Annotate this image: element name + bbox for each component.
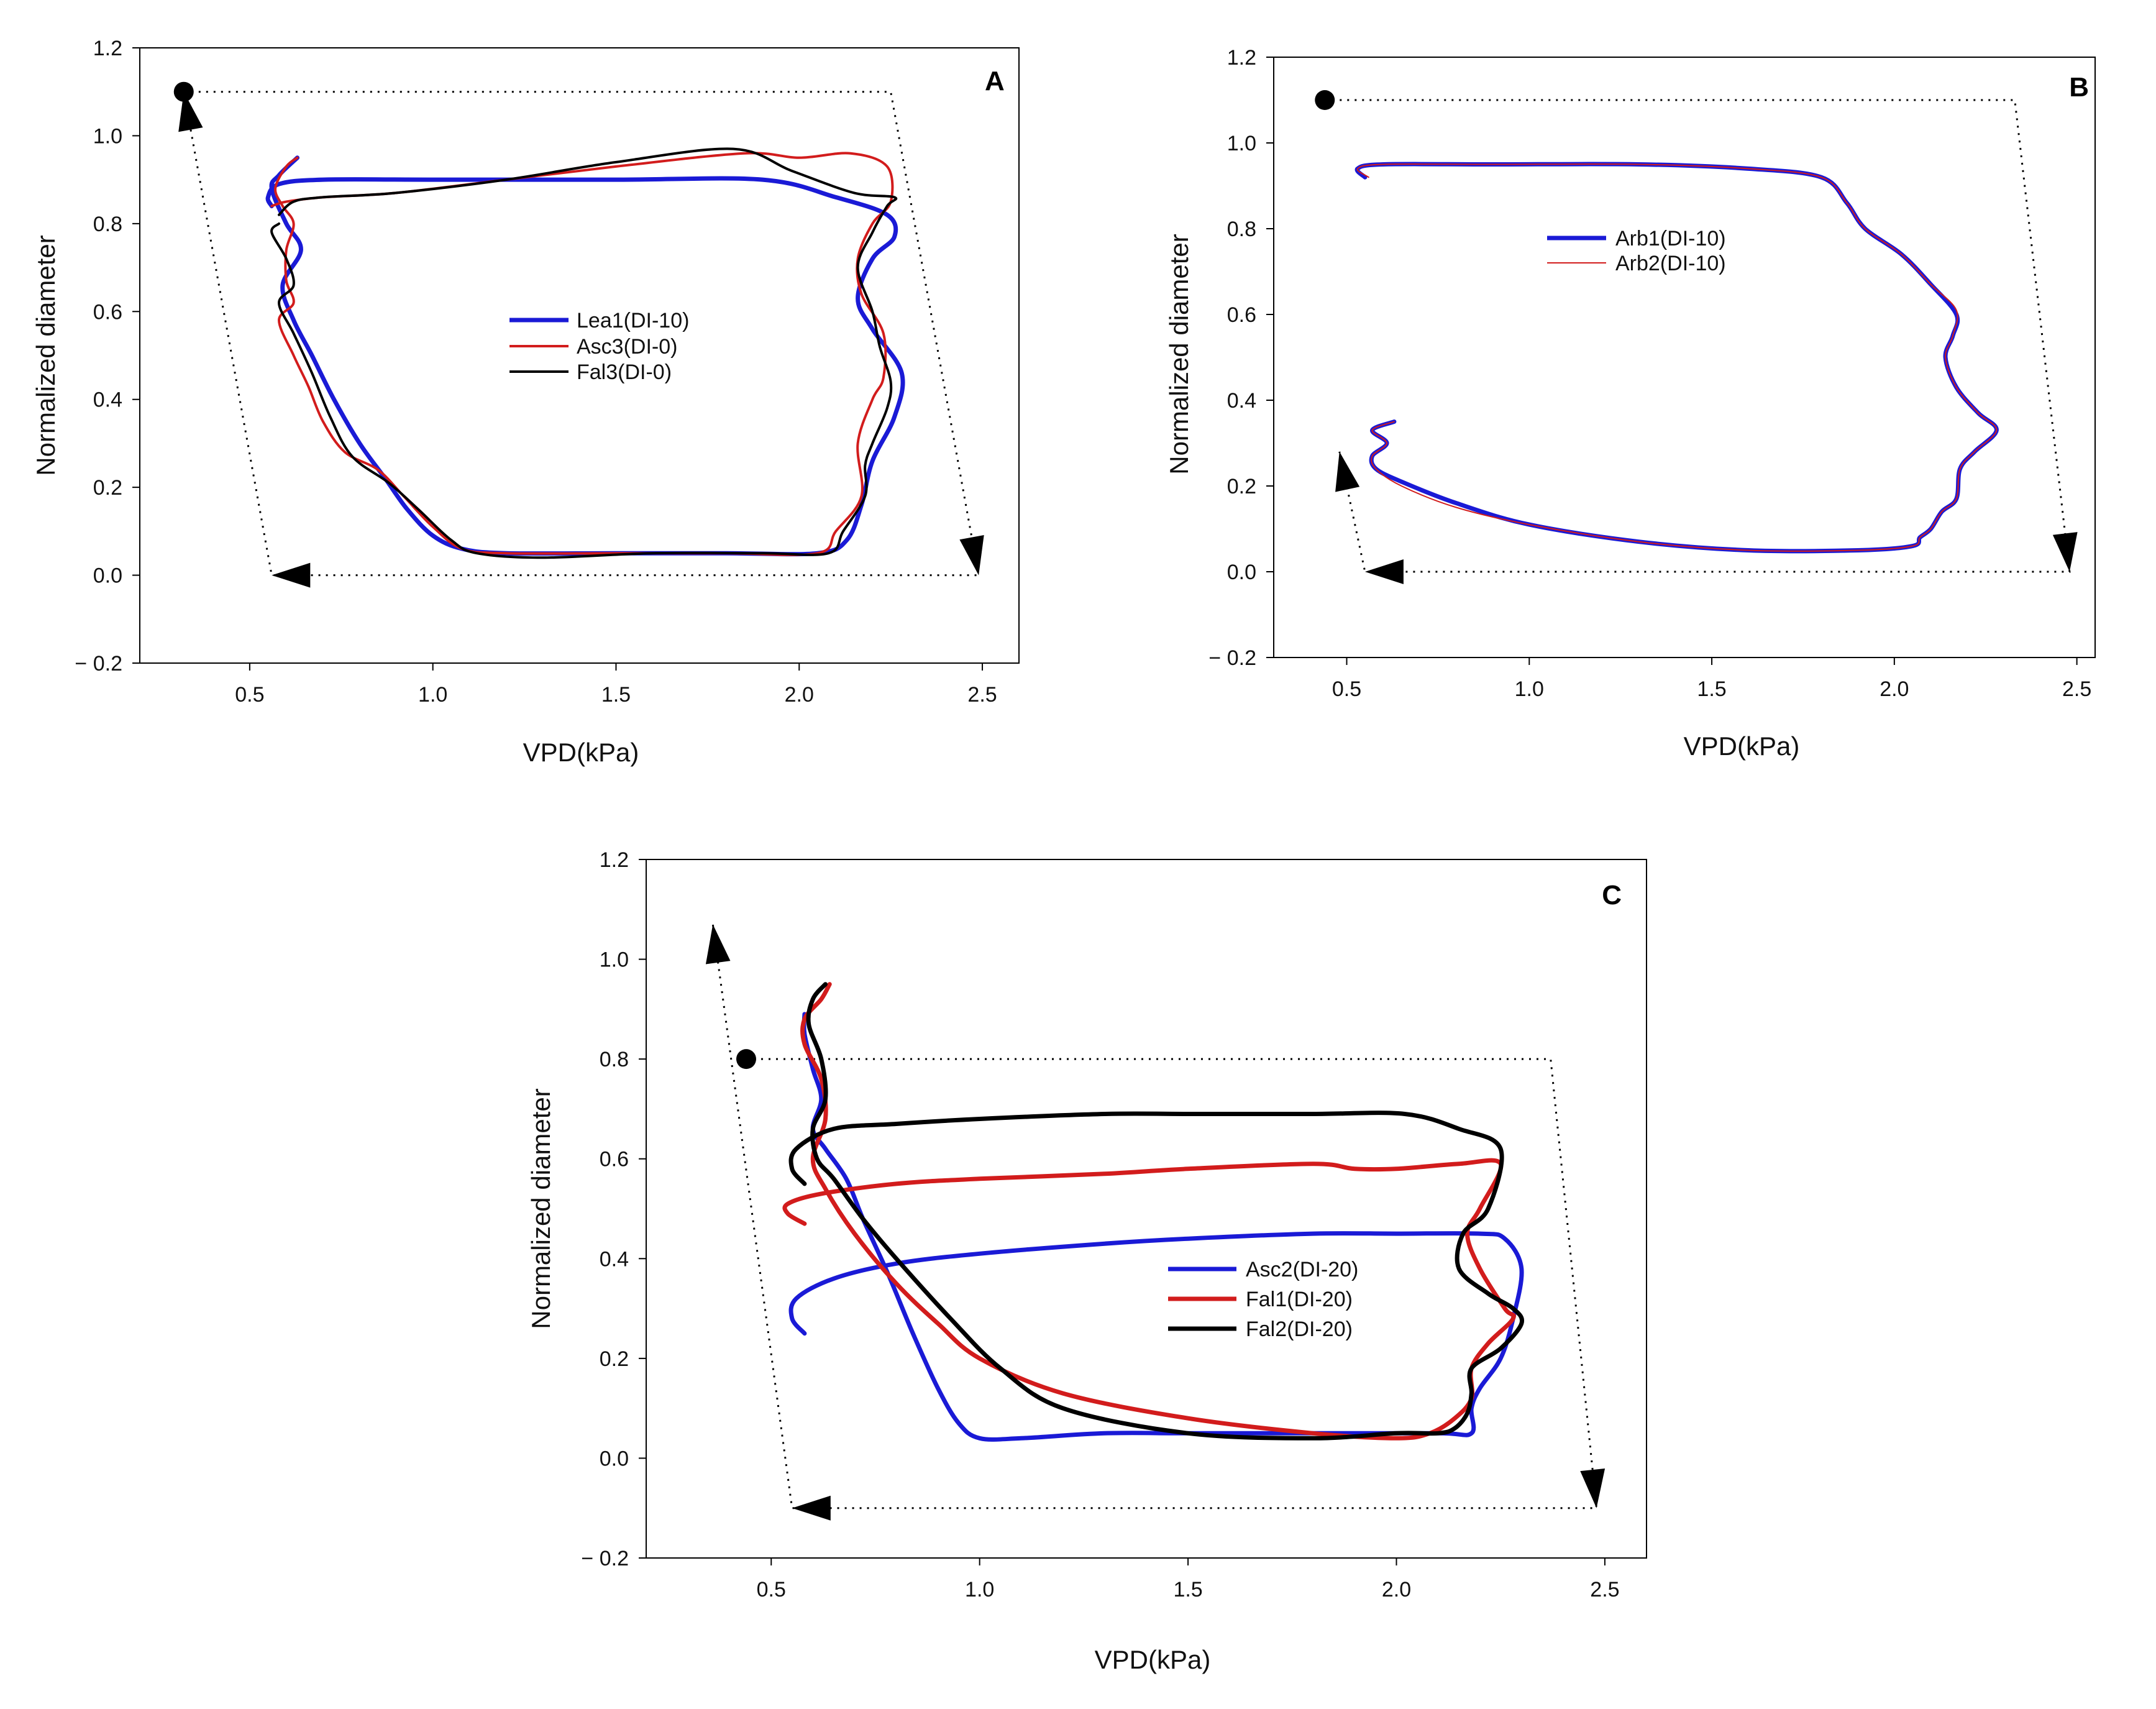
panel-b-frame [1273, 57, 2096, 658]
y-tick-label: 1.0 [600, 948, 629, 972]
x-tick-label: 0.5 [1332, 677, 1361, 701]
panel-a-x-title: VPD(kPa) [523, 738, 639, 767]
series-line-arb2-di-10 [1356, 163, 1998, 552]
panel-a-frame [139, 47, 1020, 664]
y-tick-label: 1.0 [93, 124, 122, 148]
y-tick-label: 0.4 [600, 1247, 629, 1271]
y-tick-label: − 0.2 [75, 652, 122, 676]
panel-b-y-title: Normalized diameter [1164, 234, 1194, 474]
y-tick-label: 0.0 [600, 1447, 629, 1470]
arrowhead [705, 924, 731, 964]
panel-c-letter: C [1602, 880, 1622, 910]
y-tick-label: 0.4 [1227, 389, 1256, 413]
y-tick-label: 0.2 [600, 1347, 629, 1371]
start-marker [173, 81, 194, 102]
x-tick-label: 2.0 [1880, 677, 1909, 701]
x-tick-label: 1.0 [418, 683, 447, 707]
panel-c-x-ticks: 0.5 1.0 1.5 2.0 2.5 [757, 1558, 1620, 1601]
y-tick-label: 0.2 [93, 476, 122, 500]
legend-label: Asc2(DI-20) [1246, 1258, 1358, 1281]
x-tick-label: 1.0 [965, 1578, 994, 1601]
x-tick-label: 2.5 [967, 683, 997, 707]
y-tick-label: − 0.2 [581, 1547, 629, 1570]
y-tick-label: 0.4 [93, 388, 122, 412]
panel-a: 0.5 1.0 1.5 2.0 2.5 − 0.2 0.0 0.2 0.4 0.6 0.8 1.0 1… [31, 37, 1020, 767]
panel-c-series [782, 982, 1525, 1442]
panel-b-x-ticks: 0.5 1.0 1.5 2.0 2.5 [1332, 657, 2091, 701]
series-line-fal3-di-0 [270, 147, 898, 559]
y-tick-label: 1.2 [93, 37, 122, 60]
panel-b-x-title: VPD(kPa) [1684, 731, 1800, 761]
panel-b-guide [1315, 90, 2078, 584]
y-tick-label: 1.2 [1227, 46, 1256, 70]
panel-b-letter: B [2069, 72, 2089, 103]
y-tick-label: 0.6 [1227, 303, 1256, 327]
panel-c: 0.5 1.0 1.5 2.0 2.5 − 0.2 0.0 0.2 0.4 0.6 0.8 1.0 1… [526, 848, 1647, 1674]
y-tick-label: 0.6 [600, 1148, 629, 1171]
guide-dotted-path [183, 91, 980, 577]
arrowhead [1335, 451, 1360, 492]
series-line-asc3-di-0 [270, 152, 894, 556]
legend-label: Arb2(DI-10) [1615, 252, 1726, 275]
panel-a-guide [173, 81, 984, 588]
series-line-lea1-di-10 [265, 155, 905, 557]
x-tick-label: 1.5 [1173, 1578, 1202, 1601]
x-tick-label: 1.5 [1697, 677, 1726, 701]
y-tick-label: 0.6 [93, 300, 122, 324]
y-tick-label: 0.0 [93, 564, 122, 588]
x-tick-label: 0.5 [757, 1578, 786, 1601]
arrowhead [2052, 532, 2078, 572]
y-tick-label: 1.2 [600, 848, 629, 872]
panel-a-series [265, 147, 905, 559]
x-tick-label: 2.5 [1590, 1578, 1619, 1601]
panel-a-legend: Lea1(DI-10) Asc3(DI-0) Fal3(DI-0) [509, 309, 689, 384]
legend-label: Arb1(DI-10) [1615, 227, 1726, 250]
series-line-asc2-di-20 [788, 1012, 1524, 1442]
y-tick-label: 0.8 [93, 213, 122, 236]
legend-label: Asc3(DI-0) [577, 335, 677, 359]
panel-a-x-ticks: 0.5 1.0 1.5 2.0 2.5 [235, 663, 997, 707]
panel-b-y-ticks: − 0.2 0.0 0.2 0.4 0.6 0.8 1.0 1.2 [1208, 46, 1274, 670]
y-tick-label: 0.8 [1227, 218, 1256, 241]
arrowhead [792, 1495, 831, 1521]
panel-b-legend: Arb1(DI-10) Arb2(DI-10) [1547, 227, 1726, 275]
arrowhead [959, 535, 984, 575]
x-tick-label: 1.5 [601, 683, 631, 707]
panel-c-frame [646, 859, 1647, 1559]
panel-a-y-title: Normalized diameter [31, 235, 60, 475]
series-line-fal2-di-20 [788, 982, 1525, 1441]
arrowhead [178, 91, 203, 132]
panel-b-series [1354, 162, 1999, 554]
x-tick-label: 2.0 [785, 683, 814, 707]
legend-label: Fal1(DI-20) [1246, 1288, 1353, 1311]
x-tick-label: 2.5 [2062, 677, 2091, 701]
series-line-arb1-di-10 [1354, 162, 1999, 554]
y-tick-label: 0.2 [1227, 475, 1256, 498]
y-tick-label: 0.0 [1227, 561, 1256, 584]
panel-c-guide [705, 924, 1606, 1521]
arrowhead [1580, 1468, 1606, 1508]
panel-a-letter: A [985, 66, 1005, 96]
start-marker [736, 1049, 756, 1070]
legend-label: Fal3(DI-0) [577, 360, 672, 384]
x-tick-label: 0.5 [235, 683, 264, 707]
legend-label: Fal2(DI-20) [1246, 1317, 1353, 1341]
start-marker [1315, 90, 1335, 110]
series-line-fal1-di-20 [782, 982, 1516, 1441]
panel-c-legend: Asc2(DI-20) Fal1(DI-20) Fal2(DI-20) [1168, 1258, 1358, 1341]
panel-b: 0.5 1.0 1.5 2.0 2.5 − 0.2 0.0 0.2 0.4 0.6 0.8 1.0 1… [1164, 46, 2096, 761]
x-tick-label: 2.0 [1382, 1578, 1411, 1601]
panel-c-x-title: VPD(kPa) [1095, 1645, 1211, 1674]
x-tick-label: 1.0 [1515, 677, 1544, 701]
panel-c-y-title: Normalized diameter [526, 1088, 555, 1329]
arrowhead [272, 562, 311, 588]
panel-a-y-ticks: − 0.2 0.0 0.2 0.4 0.6 0.8 1.0 1.2 [75, 37, 140, 676]
y-tick-label: 1.0 [1227, 132, 1256, 155]
y-tick-label: 0.8 [600, 1048, 629, 1071]
y-tick-label: − 0.2 [1208, 646, 1256, 670]
panel-c-y-ticks: − 0.2 0.0 0.2 0.4 0.6 0.8 1.0 1.2 [581, 848, 646, 1570]
legend-label: Lea1(DI-10) [577, 309, 689, 332]
arrowhead [1364, 559, 1404, 584]
